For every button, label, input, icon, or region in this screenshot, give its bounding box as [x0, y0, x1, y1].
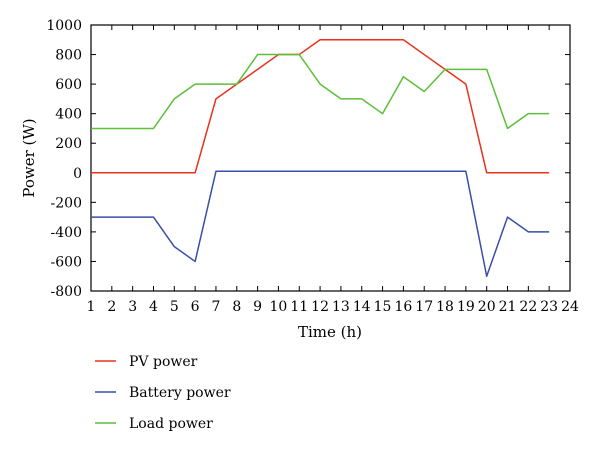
y-tick-label: -800: [51, 284, 82, 300]
x-tick-label: 24: [561, 299, 579, 315]
y-tick-label: -600: [51, 254, 82, 270]
y-tick-label: 800: [55, 48, 82, 64]
x-tick-label: 11: [290, 299, 308, 315]
y-tick-label: -200: [51, 195, 82, 211]
x-tick-label: 16: [394, 299, 412, 315]
y-axis-label: Power (W): [20, 118, 38, 197]
x-axis: 1 2 3 4 5 6 7 8 9 10 11 12 13 14 15 16 17 18 19 20 21 22 23 24: [87, 25, 579, 315]
legend-label-battery-power: Battery power: [129, 385, 231, 401]
y-tick-label: 0: [73, 166, 82, 182]
x-tick-label: 23: [540, 299, 558, 315]
x-tick-label: 2: [107, 299, 116, 315]
x-tick-label: 14: [353, 299, 371, 315]
y-tick-label: 400: [55, 107, 82, 123]
y-tick-label: 600: [55, 77, 82, 93]
x-tick-label: 20: [478, 299, 496, 315]
x-tick-label: 3: [128, 299, 137, 315]
y-tick-label: 1000: [46, 18, 82, 34]
x-tick-label: 8: [232, 299, 241, 315]
series-line-load-power: [91, 53, 550, 130]
series-line-pv-power: [91, 39, 550, 174]
legend: PV power Battery power Load power: [95, 354, 231, 432]
x-tick-label: 19: [457, 299, 475, 315]
series-line-battery-power: [91, 170, 550, 277]
y-tick-label: -400: [51, 225, 82, 241]
x-tick-label: 7: [211, 299, 220, 315]
y-tick-label: 200: [55, 136, 82, 152]
legend-label-load-power: Load power: [129, 416, 213, 432]
x-tick-label: 10: [270, 299, 288, 315]
x-tick-label: 1: [87, 299, 96, 315]
x-tick-label: 21: [499, 299, 517, 315]
x-axis-label: Time (h): [298, 323, 362, 341]
legend-label-pv-power: PV power: [129, 354, 198, 370]
x-tick-label: 5: [170, 299, 179, 315]
x-tick-label: 18: [436, 299, 454, 315]
y-axis: -800 -600 -400 -200 0 200 400 600 800 1000: [46, 18, 570, 300]
x-tick-label: 6: [191, 299, 200, 315]
x-tick-label: 17: [415, 299, 433, 315]
x-tick-label: 13: [332, 299, 350, 315]
x-tick-label: 4: [149, 299, 158, 315]
x-tick-label: 15: [374, 299, 392, 315]
plot-frame: [90, 24, 571, 292]
x-tick-label: 9: [253, 299, 262, 315]
x-tick-label: 12: [311, 299, 329, 315]
x-tick-label: 22: [519, 299, 537, 315]
plot-series: [91, 39, 550, 277]
